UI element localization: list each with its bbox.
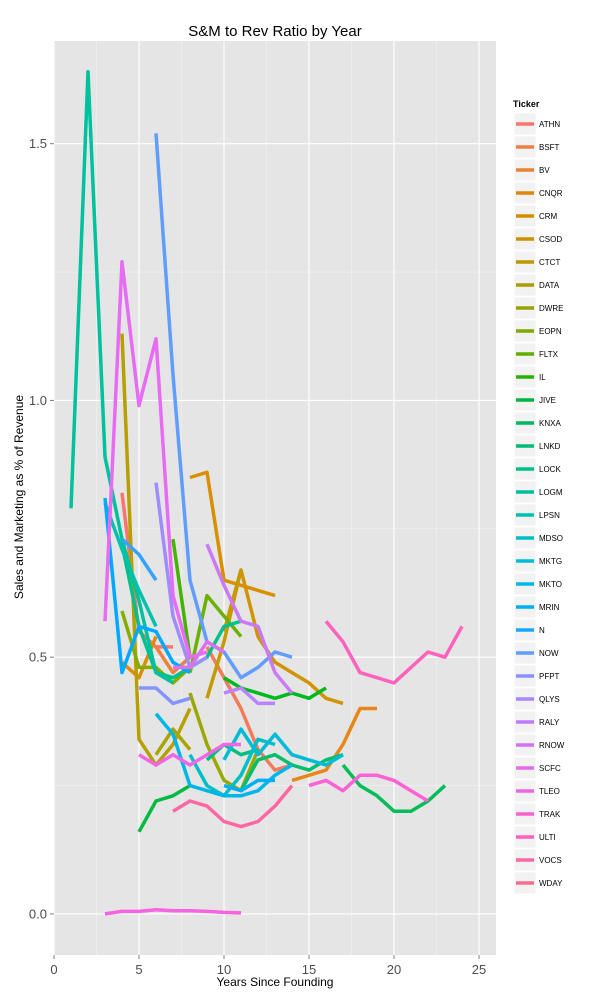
legend-label: ULTI (539, 833, 556, 842)
x-axis-ticks: 0 5 10 15 20 25 (50, 955, 486, 977)
y-axis-title: Sales and Marketing as % of Revenue (12, 395, 26, 599)
legend-label: TLEO (539, 787, 560, 796)
series-line-bsft (205, 646, 293, 772)
x-tick-label: 20 (387, 962, 401, 977)
series-line-zz5 (324, 620, 464, 685)
legend-label: RALY (539, 718, 560, 727)
legend-items: ATHN BSFT BV CNQR CRM CSOD CTCT DATA DWRE EOPN FLT… (513, 112, 565, 895)
y-tick-label: 1.5 (29, 136, 47, 151)
series-line-raly (103, 497, 191, 675)
legend-label: MDSO (539, 534, 563, 543)
legend: Ticker ATHN BSFT BV CNQR CRM CSOD CTCT DATA DWRE… (506, 96, 594, 896)
legend-label: NOW (539, 649, 559, 658)
series-line-lock (137, 784, 191, 833)
series-line-mdso (205, 742, 259, 762)
series-line-data (205, 569, 243, 699)
legend-label: CTCT (539, 258, 560, 267)
series-line-ulti (223, 686, 275, 706)
legend-label: MRIN (539, 603, 560, 612)
legend-label: KNXA (539, 419, 561, 428)
legend-label: LOCK (539, 465, 561, 474)
series-line-zz6 (172, 784, 294, 829)
legend-label: LPSN (539, 511, 560, 520)
x-tick-label: 25 (472, 962, 486, 977)
series-line-eopn (154, 727, 192, 756)
legend-label: DWRE (539, 304, 563, 313)
legend-label: QLYS (539, 695, 560, 704)
legend-label: LNKD (539, 442, 561, 451)
legend-label: TRAK (539, 810, 561, 819)
legend-label: N (539, 626, 545, 635)
series-line-vocs (205, 543, 294, 695)
y-axis-ticks: 0.0 0.5 1.0 1.5 (29, 136, 54, 921)
legend-label: ATHN (539, 120, 560, 129)
legend-label: MKTG (539, 557, 562, 566)
x-tick-label: 5 (135, 962, 142, 977)
legend-label: PFPT (539, 672, 560, 681)
legend-label: CNQR (539, 189, 563, 198)
legend-label: RNOW (539, 741, 565, 750)
series-line-knxa (171, 538, 192, 658)
legend-label: CRM (539, 212, 558, 221)
legend-label: FLTX (539, 350, 559, 359)
series-line-csod (189, 470, 276, 598)
series-line-trak (154, 482, 208, 670)
legend-label: WDAY (539, 879, 563, 888)
legend-label: CSOD (539, 235, 562, 244)
series-line-rnow (120, 537, 158, 582)
chart-title: S&M to Rev Ratio by Year (188, 23, 361, 40)
legend-label: IL (539, 373, 546, 382)
y-tick-label: 1.0 (29, 393, 47, 408)
series-line-mktg (120, 543, 242, 680)
legend-label: BSFT (539, 143, 560, 152)
legend-label: MKTO (539, 580, 562, 589)
legend-label: LOGM (539, 488, 563, 497)
x-tick-label: 0 (50, 962, 57, 977)
legend-label: EOPN (539, 327, 562, 336)
legend-label: DATA (539, 281, 560, 290)
grid-lines (53, 41, 496, 955)
legend-label: JIVE (539, 396, 556, 405)
x-tick-label: 15 (302, 962, 316, 977)
legend-label: BV (539, 166, 550, 175)
series-line-zz4 (308, 773, 429, 803)
legend-title: Ticker (513, 99, 540, 109)
series-lines (69, 70, 464, 916)
series-line-mrin (103, 502, 158, 628)
plot-panel (54, 41, 496, 955)
legend-label: VOCS (539, 856, 562, 865)
series-line-now (222, 727, 344, 767)
series-line-n (188, 737, 276, 798)
x-tick-label: 10 (217, 962, 231, 977)
series-line-zz2 (138, 742, 241, 767)
y-tick-label: 0.0 (29, 906, 47, 921)
series-line-tleo (139, 686, 191, 706)
series-line-qlys (223, 778, 275, 793)
series-line-zz3 (104, 908, 242, 916)
series-line-jive (188, 593, 243, 673)
series-line-bv (154, 645, 192, 675)
series-line-zz1 (103, 260, 208, 659)
legend-label: SCFC (539, 764, 561, 773)
y-tick-label: 0.5 (29, 650, 47, 665)
x-axis-title: Years Since Founding (217, 975, 334, 989)
series-line-ctct (222, 568, 344, 706)
